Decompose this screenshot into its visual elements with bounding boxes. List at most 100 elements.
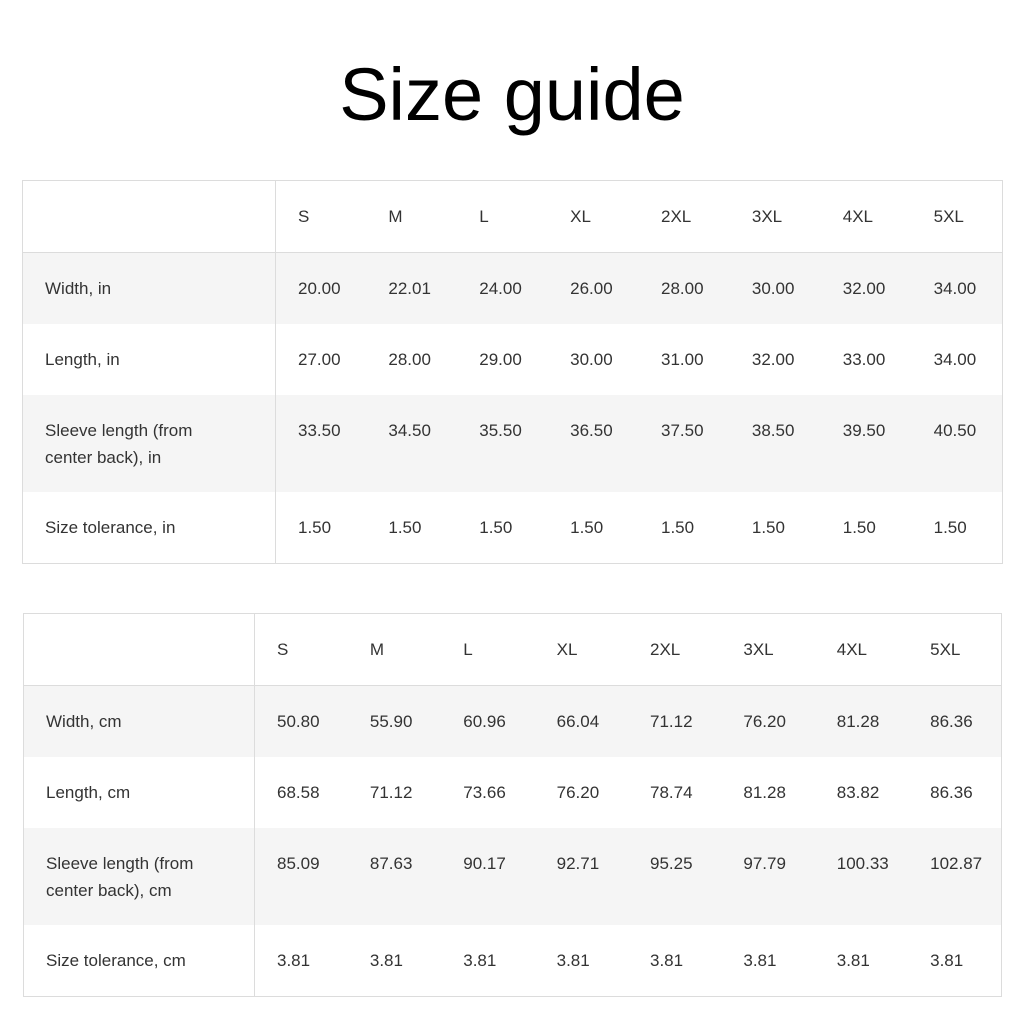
value-cell: 87.63 <box>347 828 442 925</box>
table-row: Width, in 20.00 22.01 24.00 26.00 28.00 30.00 3… <box>22 252 1003 324</box>
value-cell: 55.90 <box>347 685 442 757</box>
value-cell: 1.50 <box>479 518 513 537</box>
value-cell: 100.33 <box>814 828 909 925</box>
value-cell: 38.50 <box>729 395 821 492</box>
row-label: Width, cm <box>23 685 255 757</box>
size-header-2xl: 2XL <box>639 180 730 253</box>
value-cell: 29.00 <box>479 350 522 369</box>
value-cell: 37.50 <box>639 395 730 492</box>
value-cell: 28.00 <box>388 350 431 369</box>
corner-cell <box>23 613 255 686</box>
table-row: Size tolerance, cm 3.81 3.81 3.81 3.81 3.81 3.… <box>23 925 1002 997</box>
value-cell: 31.00 <box>661 350 704 369</box>
value-cell: 90.17 <box>441 828 535 925</box>
value-cell: 68.58 <box>277 783 320 802</box>
value-cell: 30.00 <box>570 350 613 369</box>
value-cell: 34.00 <box>933 350 977 369</box>
value-cell: 76.20 <box>556 783 600 802</box>
row-label: Length, in <box>22 324 276 395</box>
size-table-cm: S M L XL 2XL 3XL 4XL 5XL Width, cm 50.80 55.90 60.9… <box>23 613 1002 997</box>
row-label: Size tolerance, cm <box>23 925 255 997</box>
row-label: Sleeve length (from center back), cm <box>23 828 255 925</box>
value-cell: 1.50 <box>933 518 967 537</box>
value-cell: 39.50 <box>820 395 912 492</box>
value-cell: 20.00 <box>275 252 367 324</box>
row-label: Sleeve length (from center back), in <box>22 395 276 492</box>
value-cell: 71.12 <box>628 685 722 757</box>
value-cell: 86.36 <box>930 783 973 802</box>
table-row: Width, cm 50.80 55.90 60.96 66.04 71.12 76.20 8… <box>23 685 1002 757</box>
table-row: Length, in 27.00 28.00 29.00 30.00 31.00 32.00… <box>22 324 1003 395</box>
value-cell: 36.50 <box>548 395 639 492</box>
value-cell: 35.50 <box>457 395 549 492</box>
size-header-s: S <box>275 180 367 253</box>
value-cell: 34.50 <box>366 395 458 492</box>
value-cell: 24.00 <box>457 252 549 324</box>
value-cell: 33.00 <box>842 350 886 369</box>
size-header-l: L <box>457 180 549 253</box>
table-row: Length, cm 68.58 71.12 73.66 76.20 78.74 81.28… <box>23 757 1002 828</box>
value-cell: 3.81 <box>650 951 684 970</box>
value-cell: 95.25 <box>628 828 722 925</box>
value-cell: 81.28 <box>814 685 909 757</box>
value-cell: 102.87 <box>908 828 1002 925</box>
row-label: Width, in <box>22 252 276 324</box>
page-title: Size guide <box>339 53 685 136</box>
size-header-m: M <box>347 613 442 686</box>
value-cell: 3.81 <box>277 951 311 970</box>
value-cell: 26.00 <box>548 252 639 324</box>
size-header-4xl: 4XL <box>820 180 912 253</box>
value-cell: 50.80 <box>254 685 348 757</box>
value-cell: 3.81 <box>369 951 403 970</box>
value-cell: 40.50 <box>911 395 1003 492</box>
value-cell: 86.36 <box>908 685 1002 757</box>
size-table-inches: S M L XL 2XL 3XL 4XL 5XL Width, in 20.00 22.01 24.0… <box>22 180 1003 564</box>
value-cell: 3.81 <box>836 951 870 970</box>
size-header-xl: XL <box>548 180 639 253</box>
table-row: Size tolerance, in 1.50 1.50 1.50 1.50 1.50 1.… <box>22 492 1003 564</box>
value-cell: 27.00 <box>298 350 341 369</box>
value-cell: 73.66 <box>463 783 506 802</box>
value-cell: 85.09 <box>254 828 348 925</box>
size-header-xl: XL <box>534 613 628 686</box>
value-cell: 32.00 <box>820 252 912 324</box>
table-row: Sleeve length (from center back), in 33.5… <box>22 395 1003 492</box>
value-cell: 33.50 <box>275 395 367 492</box>
value-cell: 78.74 <box>650 783 693 802</box>
header-row: S M L XL 2XL 3XL 4XL 5XL <box>23 613 1002 686</box>
value-cell: 1.50 <box>661 518 695 537</box>
value-cell: 1.50 <box>570 518 604 537</box>
header-row: S M L XL 2XL 3XL 4XL 5XL <box>22 180 1003 253</box>
value-cell: 97.79 <box>721 828 815 925</box>
value-cell: 34.00 <box>911 252 1003 324</box>
value-cell: 1.50 <box>751 518 785 537</box>
value-cell: 28.00 <box>639 252 730 324</box>
size-header-l: L <box>441 613 535 686</box>
row-label: Length, cm <box>23 757 255 828</box>
size-header-m: M <box>366 180 458 253</box>
value-cell: 60.96 <box>441 685 535 757</box>
value-cell: 3.81 <box>463 951 497 970</box>
value-cell: 32.00 <box>751 350 795 369</box>
value-cell: 71.12 <box>369 783 413 802</box>
value-cell: 3.81 <box>930 951 964 970</box>
row-label: Size tolerance, in <box>22 492 276 564</box>
size-header-3xl: 3XL <box>721 613 815 686</box>
table-row: Sleeve length (from center back), cm 85.0… <box>23 828 1002 925</box>
size-header-3xl: 3XL <box>729 180 821 253</box>
value-cell: 81.28 <box>743 783 786 802</box>
value-cell: 1.50 <box>298 518 332 537</box>
value-cell: 3.81 <box>556 951 590 970</box>
value-cell: 92.71 <box>534 828 628 925</box>
value-cell: 76.20 <box>721 685 815 757</box>
value-cell: 3.81 <box>743 951 777 970</box>
size-header-4xl: 4XL <box>814 613 909 686</box>
size-header-s: S <box>254 613 348 686</box>
value-cell: 1.50 <box>842 518 876 537</box>
value-cell: 30.00 <box>729 252 821 324</box>
size-header-5xl: 5XL <box>908 613 1002 686</box>
value-cell: 1.50 <box>388 518 422 537</box>
size-header-5xl: 5XL <box>911 180 1003 253</box>
value-cell: 83.82 <box>836 783 880 802</box>
size-header-2xl: 2XL <box>628 613 722 686</box>
